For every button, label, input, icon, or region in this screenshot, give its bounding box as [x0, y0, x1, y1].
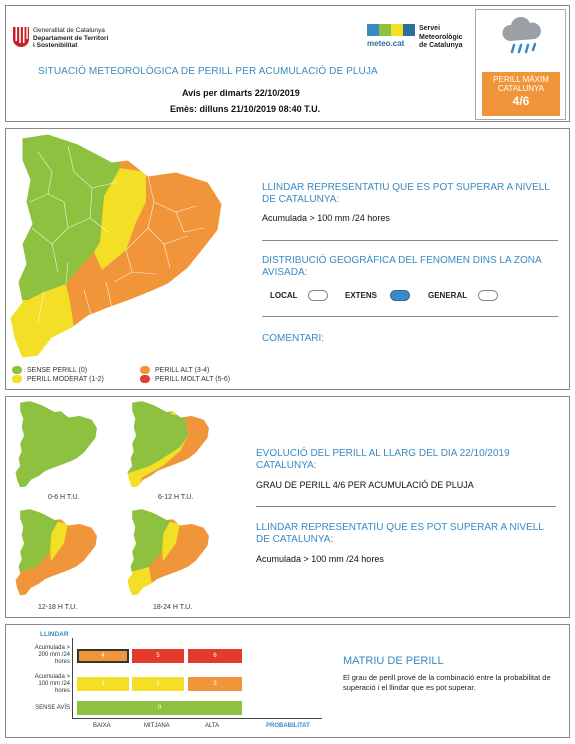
threshold-value: Acumulada > 100 mm /24 hores	[262, 213, 390, 223]
option-local-label: LOCAL	[270, 291, 298, 300]
matrix-cell: 1	[77, 677, 129, 691]
matrix-cell: 6	[188, 649, 242, 663]
legend-swatch-icon	[12, 375, 22, 383]
option-local-toggle[interactable]	[308, 290, 328, 301]
matrix-col-label: ALTA	[205, 723, 220, 729]
map-0-6h	[14, 400, 98, 489]
option-general-toggle[interactable]	[478, 290, 498, 301]
meteocat-brand: meteo.cat	[367, 39, 405, 48]
matrix-col-label: BAIXA	[93, 723, 111, 729]
map-label-12-18: 12-18 H T.U.	[38, 604, 78, 611]
map-12-18h	[14, 508, 98, 597]
legend-item-moderate: PERILL MODERAT (1-2)	[12, 375, 104, 383]
matrix-y-axis-title: LLINDAR	[40, 631, 69, 638]
map-label-18-24: 18-24 H T.U.	[153, 604, 193, 611]
legend-swatch-icon	[140, 375, 150, 383]
matrix-x-axis-title: PROBABILITAT	[266, 723, 310, 729]
matrix-row-label: SENSE AVÍS	[35, 705, 70, 711]
distribution-title: DISTRIBUCIÓ GEOGRÀFICA DEL FENOMEN DINS …	[262, 255, 542, 278]
legend-item-very-high: PERILL MOLT ALT (5-6)	[140, 375, 230, 383]
matrix-description: El grau de perill prové de la combinació…	[343, 673, 551, 692]
legend-item-high: PERILL ALT (3-4)	[140, 366, 209, 374]
threshold-title: LLINDAR REPRESENTATIU QUE ES POT SUPERAR…	[262, 182, 550, 205]
option-general-label: GENERAL	[428, 291, 468, 300]
legend: SENSE PERILL (0) PERILL MODERAT (1-2) PE…	[12, 366, 252, 386]
issued-date: Emès: dilluns 21/10/2019 08:40 T.U.	[170, 104, 321, 114]
map-label-6-12: 6-12 H T.U.	[158, 494, 194, 501]
max-danger-value: 4/6	[512, 94, 530, 108]
matrix-col-label: MITJANA	[144, 723, 170, 729]
rain-cloud-icon	[502, 17, 541, 54]
evolution-title: EVOLUCIÓ DEL PERILL AL LLARG DEL DIA 22/…	[256, 448, 510, 471]
matrix-cell: 2	[132, 677, 184, 691]
map-label-0-6: 0-6 H T.U.	[48, 494, 80, 501]
matrix-cell: 0	[77, 701, 242, 715]
comments-title: COMENTARI:	[262, 333, 325, 344]
legend-swatch-icon	[12, 366, 22, 374]
gencat-text: Generalitat de Catalunya Departament de …	[33, 27, 109, 49]
distribution-options: LOCAL EXTENS GENERAL	[270, 290, 530, 304]
map-18-24h	[126, 508, 210, 597]
header-box	[5, 5, 570, 122]
evolution-value: GRAU DE PERILL 4/6 PER ACUMULACIÓ DE PLU…	[256, 480, 474, 490]
evolution-section	[5, 396, 570, 618]
map-6-12h	[126, 400, 210, 489]
divider	[256, 506, 556, 507]
legend-swatch-icon	[140, 366, 150, 374]
matrix-title: MATRIU DE PERILL	[343, 655, 444, 667]
threshold-title-2: LLINDAR REPRESENTATIU QUE ES POT SUPERAR…	[256, 522, 544, 545]
catalonia-warning-map	[9, 133, 223, 359]
option-extens-toggle[interactable]	[390, 290, 410, 301]
page-title: SITUACIÓ METEOROLÒGICA DE PERILL PER ACU…	[38, 66, 378, 77]
meteocat-logo-icon: meteo.cat	[367, 24, 415, 54]
matrix-cell: 5	[132, 649, 184, 663]
divider	[262, 316, 558, 317]
max-danger-panel	[475, 9, 566, 120]
max-danger-badge: PERILL MÀXIM CATALUNYA 4/6	[482, 72, 560, 116]
matrix-row-label: Acumulada > 200 mm /24 hores	[34, 645, 70, 665]
legend-item-no-danger: SENSE PERILL (0)	[12, 366, 87, 374]
matrix-y-axis-line	[72, 638, 73, 718]
matrix-row-label: Acumulada > 100 mm /24 hores	[34, 674, 70, 694]
threshold-value-2: Acumulada > 100 mm /24 hores	[256, 554, 384, 564]
gencat-logo-icon	[13, 27, 29, 47]
smc-text: Servei Meteorològic de Catalunya	[419, 25, 463, 49]
matrix-section	[5, 624, 570, 738]
forecast-section	[5, 128, 570, 390]
option-extens-label: EXTENS	[345, 291, 378, 300]
matrix-x-axis-line	[72, 718, 322, 719]
warning-date: Avís per dimarts 22/10/2019	[182, 88, 300, 98]
divider	[262, 240, 558, 241]
matrix-cell: 3	[188, 677, 242, 691]
matrix-cell: 4	[77, 649, 129, 663]
